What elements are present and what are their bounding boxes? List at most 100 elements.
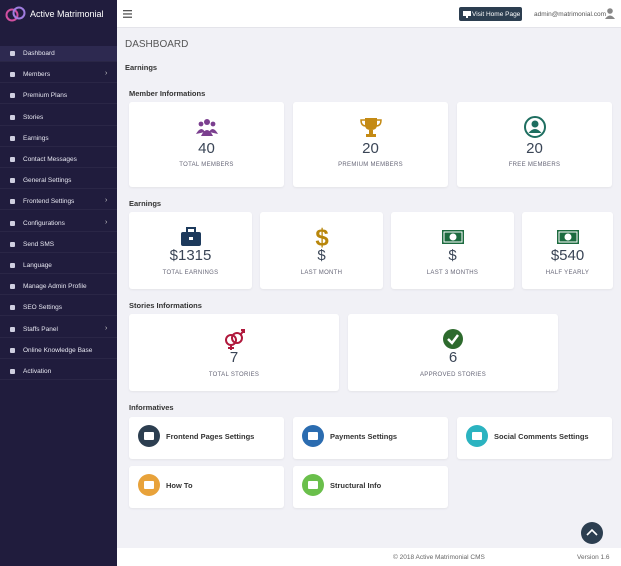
stat-card: $540 HALF YEARLY [522,212,613,289]
stat-label: TOTAL MEMBERS [179,162,234,168]
nav-divider [0,82,117,84]
copyright: © 2018 Active Matrimonial CMS [393,554,485,561]
visit-home-button[interactable]: Visit Home Page [459,7,522,21]
footer [117,548,621,566]
nav-item[interactable]: Staffs Panel [23,325,58,333]
nav-divider [0,209,117,211]
nav-item[interactable]: Online Knowledge Base [23,346,93,354]
nav-item[interactable]: Send SMS [23,240,55,248]
stat-label: LAST 3 MONTHS [426,270,479,276]
icon [466,425,488,447]
icon [225,329,245,350]
stat-label: LAST MONTH [300,270,343,276]
info-label: Structural Info [330,481,382,490]
top-bar [117,0,621,28]
nav-item[interactable]: Contact Messages [23,156,77,163]
stat-label: PREMIUM MEMBERS [338,162,403,168]
nav-icon [10,241,15,247]
stat-card: $1315 TOTAL EARNINGS [129,212,252,289]
nav-icon [10,199,15,205]
stat-value: 6 [448,349,458,366]
stat-label: TOTAL STORIES [208,372,260,378]
nav-item[interactable]: Dashboard [23,50,55,57]
button-text: Visit Home Page [472,10,521,18]
brand: Active Matrimonial [30,9,104,19]
section-title: Stories Informations [129,301,202,310]
section-title: Informatives [129,403,174,412]
stat-value: $540 [550,247,585,264]
nav-divider [0,379,117,380]
nav-divider [0,230,117,232]
nav-icon [10,305,15,311]
nav-divider [0,188,117,190]
icon [302,474,324,496]
active-nav [0,46,117,61]
subtitle: Earnings [125,63,158,72]
nav-icon [10,284,15,290]
nav-icon [10,135,15,141]
info-label: How To [166,481,193,490]
user-email[interactable]: admin@matrimonial.com [534,11,606,18]
info-label: Payments Settings [330,432,398,441]
nav-item[interactable]: Activation [23,368,52,375]
stat-card: 20 FREE MEMBERS [457,102,612,187]
nav-icon [10,369,15,374]
nav-arrow: › [105,197,108,205]
info-card[interactable]: How To [129,466,284,508]
nav-icon [10,263,15,268]
nav-icon [10,178,15,184]
nav-icon [10,114,15,120]
info-card[interactable]: Frontend Pages Settings [129,417,284,459]
nav-icon [10,72,15,78]
stat-label: TOTAL EARNINGS [162,270,219,276]
stat-card: 7 TOTAL STORIES [129,314,339,391]
scroll-top-button[interactable] [581,522,603,544]
info-card[interactable]: Social Comments Settings [457,417,612,459]
version: Version 1.6 [577,554,610,561]
icon [138,425,160,447]
nav-icon [10,51,15,56]
nav-item[interactable]: General Settings [23,177,72,185]
menu-toggle[interactable] [123,10,132,18]
monitor-icon [463,11,471,18]
stat-value: 20 [526,140,543,157]
nav-icon [10,93,15,99]
stat-value: $1315 [169,247,212,264]
nav-divider [0,61,117,62]
icon [138,474,160,496]
info-card[interactable]: Structural Info [293,466,448,508]
nav-item[interactable]: Stories [23,113,44,121]
icon [523,116,546,138]
nav-divider [0,124,117,126]
icon: $ [315,226,329,248]
nav-arrow: › [105,218,108,226]
icon [556,230,579,244]
nav-item[interactable]: Configurations [23,219,65,227]
info-card[interactable]: Payments Settings [293,417,448,459]
nav-divider [0,145,117,147]
stat-card: $ LAST 3 MONTHS [391,212,514,289]
section-title: Earnings [129,199,162,208]
icon [359,118,382,137]
logo [5,6,26,22]
stat-value: 40 [198,140,215,157]
nav-item[interactable]: SEO Settings [23,304,63,312]
nav-item[interactable]: Members [23,71,51,79]
stat-value: 20 [362,140,379,157]
nav-icon [10,220,15,226]
nav-item[interactable]: Manage Admin Profile [23,283,87,291]
icon [195,119,218,136]
nav-item[interactable]: Language [23,262,52,269]
nav-item[interactable]: Frontend Settings [23,198,75,206]
nav-item[interactable]: Premium Plans [23,92,68,100]
nav-divider [0,315,117,317]
nav-divider [0,336,117,338]
stat-card: 40 TOTAL MEMBERS [129,102,284,187]
nav-item[interactable]: Earnings [23,134,49,142]
section-title: Member Informations [129,89,206,98]
stat-card: 6 APPROVED STORIES [348,314,558,391]
nav-divider [0,357,117,359]
sidebar [0,0,117,566]
user-icon[interactable] [605,8,615,19]
